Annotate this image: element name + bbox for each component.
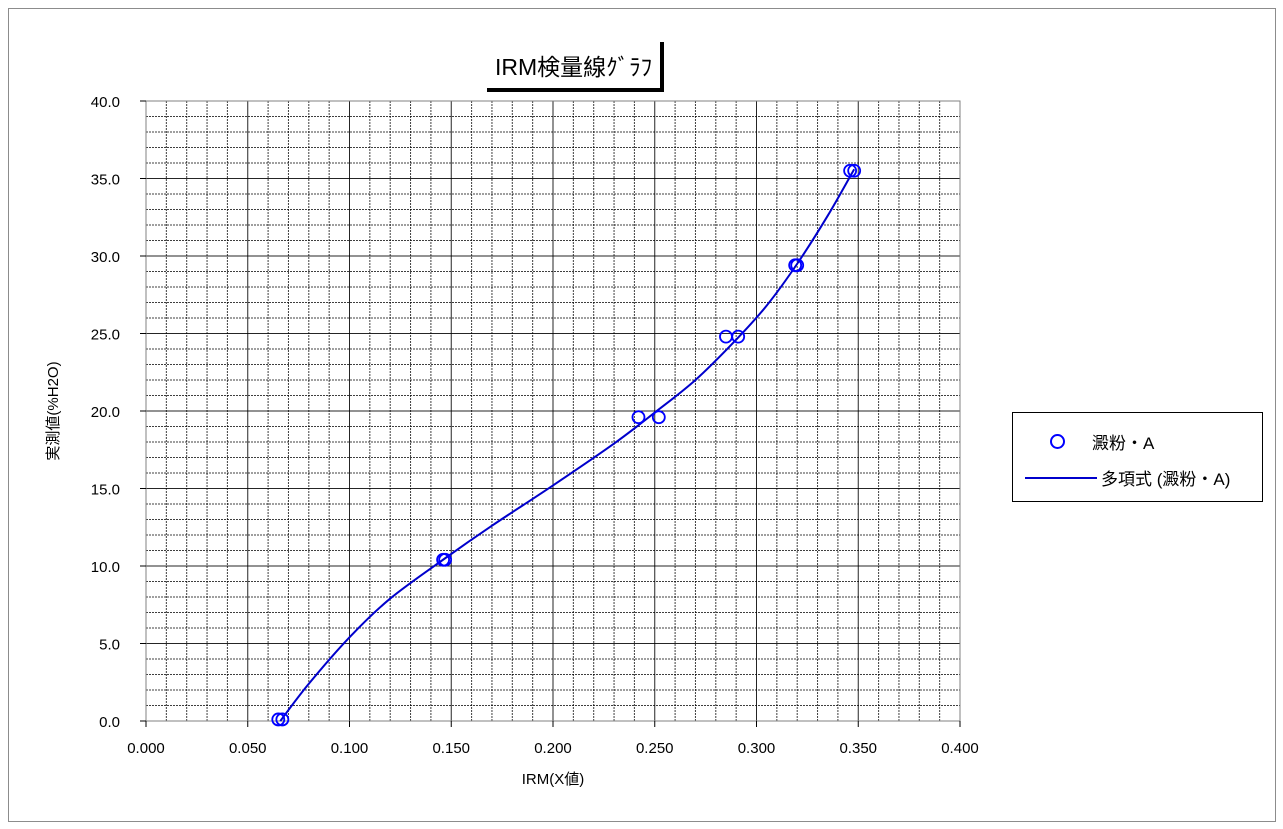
x-tick-label: 0.300 [738,740,776,757]
x-tick-label: 0.350 [839,740,877,757]
chart-area: IRM検量線ｸﾞﾗﾌ 0.000 0.050 0.100 0.150 0.200 0.25… [8,8,1276,822]
data-point [790,258,805,273]
data-point [843,163,858,178]
y-tick-label: 10.0 [91,559,120,576]
x-tick-label: 0.150 [432,740,470,757]
data-point [651,410,666,425]
x-tick-label: 0.250 [636,740,674,757]
plot-area: 0.000 0.050 0.100 0.150 0.200 0.250 0.300 0.350… [45,94,979,788]
data-point [719,329,733,344]
y-tick-label: 15.0 [91,482,120,499]
x-tick-label: 0.400 [941,740,979,757]
trendline-curve [279,168,856,722]
data-point [731,329,746,344]
legend: 澱粉・A 多項式 (澱粉・A) [1012,412,1263,502]
data-point [275,712,290,727]
data-point [438,552,453,567]
legend-label-points: 澱粉・A [1092,434,1155,453]
x-tick-label: 0.200 [534,740,572,757]
y-tick-label: 20.0 [91,404,120,421]
legend-label-trendline: 多項式 (澱粉・A) [1101,470,1231,489]
grid [146,101,960,721]
y-axis-ticks: 0.0 5.0 10.0 15.0 20.0 25.0 30.0 35.0 40.0 [91,94,146,731]
y-axis-title: 実測値(%H2O) [45,361,62,460]
legend-line-icon [1025,476,1097,479]
x-tick-label: 0.000 [127,740,165,757]
chart-title: IRM検量線ｸﾞﾗﾌ [487,42,665,92]
y-tick-label: 25.0 [91,327,120,344]
legend-circle-marker-icon [1050,434,1065,449]
data-point [847,163,862,178]
legend-item-points: 澱粉・A [1013,429,1154,454]
x-tick-label: 0.050 [229,740,267,757]
y-tick-label: 30.0 [91,249,120,266]
data-point [271,712,286,727]
x-axis-title: IRM(X値) [522,771,585,788]
series-layer [271,163,862,727]
legend-item-trendline: 多項式 (澱粉・A) [1013,465,1230,490]
y-tick-label: 5.0 [99,637,120,654]
x-tick-label: 0.100 [331,740,369,757]
y-tick-label: 40.0 [91,94,120,111]
data-point [631,410,646,425]
y-tick-label: 0.0 [99,714,120,731]
y-tick-label: 35.0 [91,172,120,189]
x-axis-ticks: 0.000 0.050 0.100 0.150 0.200 0.250 0.300 0.350… [127,721,979,757]
